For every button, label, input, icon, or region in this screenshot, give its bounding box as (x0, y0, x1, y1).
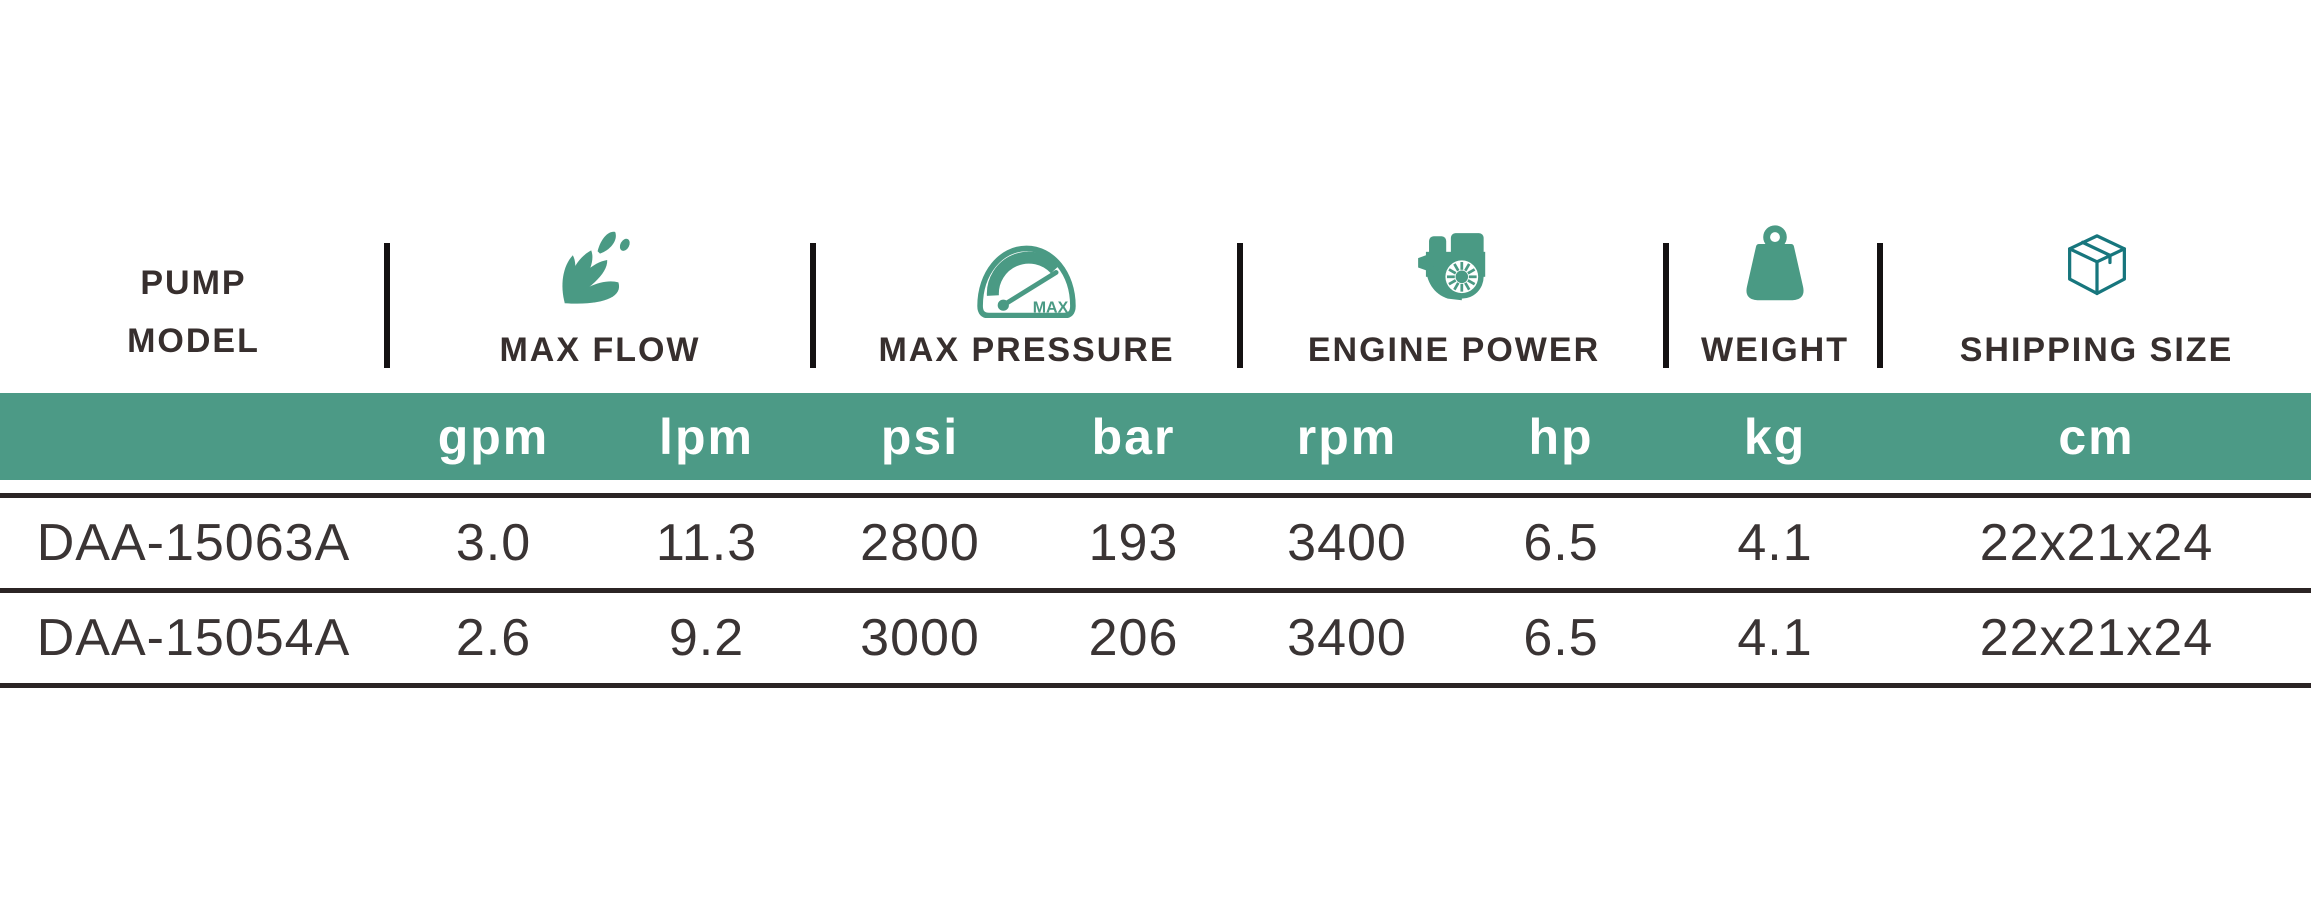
pressure-gauge-icon: MAX (977, 245, 1076, 318)
max-pressure-label: MAX PRESSURE (878, 331, 1175, 369)
cell-hp: 6.5 (1523, 609, 1599, 667)
pump-model-title: PUMP MODEL (127, 254, 260, 370)
header-divider-1 (384, 243, 390, 368)
cell-hp: 6.5 (1523, 514, 1599, 572)
units-row: gpm lpm psi bar rpm hp kg cm (0, 393, 2311, 480)
cell-model: DAA-15063A (36, 514, 351, 572)
cell-model: DAA-15054A (36, 609, 351, 667)
unit-kg: kg (1743, 408, 1807, 465)
cell-psi: 2800 (860, 514, 980, 572)
engine-icon (1418, 233, 1486, 301)
cell-kg: 4.1 (1737, 514, 1813, 572)
column-header-max-flow: MAX FLOW (387, 150, 813, 375)
unit-psi: psi (880, 408, 960, 465)
engine-power-label: ENGINE POWER (1307, 331, 1601, 369)
cell-kg: 4.1 (1737, 609, 1813, 667)
water-splash-icon (562, 231, 630, 304)
unit-bar: bar (1091, 408, 1176, 465)
max-flow-label: MAX FLOW (499, 331, 701, 369)
pump-model-title-line1: PUMP (140, 264, 247, 302)
cell-shipping: 22x21x24 (1979, 514, 2214, 572)
cell-rpm: 3400 (1287, 514, 1407, 572)
column-header-shipping-size: SHIPPING SIZE (1882, 150, 2311, 375)
table-row-daa-15054a: DAA-15054A 2.6 9.2 3000 206 3400 6.5 4.1… (0, 593, 2311, 688)
cell-bar: 193 (1088, 514, 1179, 572)
cell-gpm: 3.0 (455, 514, 532, 572)
table-row-daa-15063a: DAA-15063A 3.0 11.3 2800 193 3400 6.5 4.… (0, 498, 2311, 593)
pump-model-title-line2: MODEL (127, 322, 260, 360)
cell-bar: 206 (1088, 609, 1179, 667)
cell-psi: 3000 (860, 609, 980, 667)
column-header-engine-power: ENGINE POWER (1240, 150, 1668, 375)
cell-lpm: 11.3 (655, 514, 758, 572)
weight-kettlebell-icon (1746, 225, 1804, 301)
unit-hp: hp (1528, 408, 1594, 465)
unit-rpm: rpm (1296, 408, 1398, 465)
column-header-max-pressure: MAX MAX PRESSURE (813, 150, 1240, 375)
shipping-size-label: SHIPPING SIZE (1959, 331, 2234, 369)
header-divider-5 (1877, 243, 1883, 368)
header-divider-3 (1237, 243, 1243, 368)
shipping-box-icon (2067, 234, 2126, 296)
header-divider-2 (810, 243, 816, 368)
table-body: DAA-15063A 3.0 11.3 2800 193 3400 6.5 4.… (0, 493, 2311, 688)
unit-lpm: lpm (659, 408, 754, 465)
header-divider-4 (1663, 243, 1669, 368)
weight-label: WEIGHT (1701, 331, 1849, 369)
column-header-weight: WEIGHT (1668, 150, 1882, 375)
cell-shipping: 22x21x24 (1979, 609, 2214, 667)
unit-gpm: gpm (437, 408, 550, 465)
cell-rpm: 3400 (1287, 609, 1407, 667)
cell-gpm: 2.6 (455, 609, 532, 667)
gauge-max-text: MAX (1033, 299, 1069, 316)
column-header-pump-model: PUMP MODEL (0, 150, 387, 375)
unit-cm: cm (2058, 408, 2135, 465)
cell-lpm: 9.2 (668, 609, 745, 667)
